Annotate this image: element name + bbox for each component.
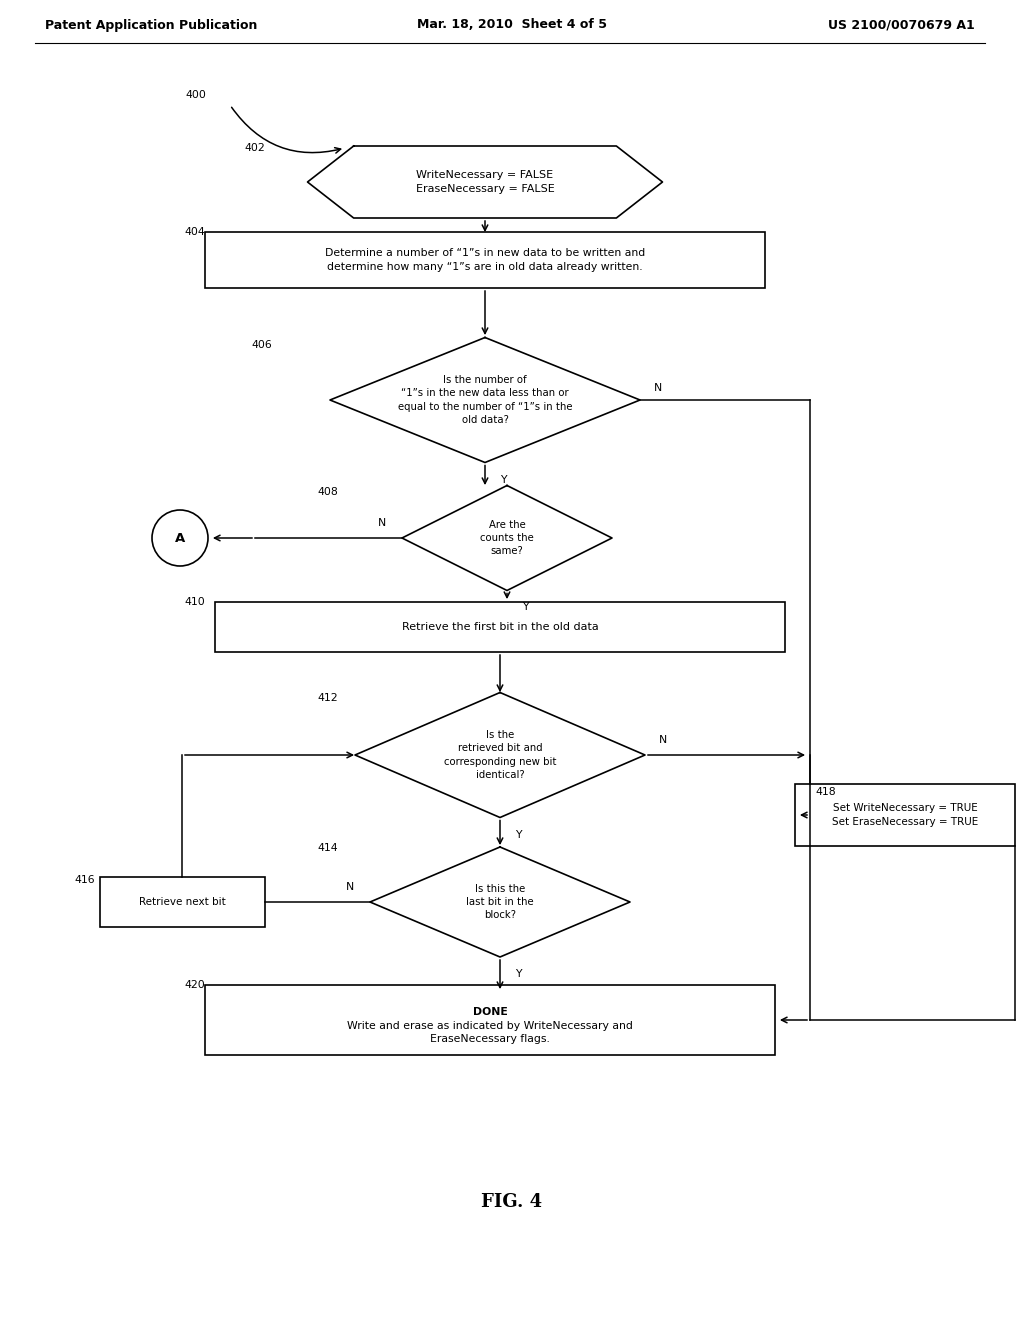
Text: N: N xyxy=(658,735,667,744)
Text: WriteNecessary = FALSE
EraseNecessary = FALSE: WriteNecessary = FALSE EraseNecessary = … xyxy=(416,170,554,194)
Text: DONE: DONE xyxy=(473,1007,507,1016)
Text: Y: Y xyxy=(515,969,521,979)
Text: US 2100/0070679 A1: US 2100/0070679 A1 xyxy=(828,18,975,32)
Bar xyxy=(215,602,785,652)
Text: 412: 412 xyxy=(317,693,338,704)
Bar xyxy=(205,985,775,1055)
Text: Determine a number of “1”s in new data to be written and
determine how many “1”s: Determine a number of “1”s in new data t… xyxy=(325,248,645,272)
Text: 406: 406 xyxy=(251,341,272,350)
Text: A: A xyxy=(175,532,185,544)
Text: 404: 404 xyxy=(184,227,205,238)
Text: 414: 414 xyxy=(317,843,338,853)
Text: 400: 400 xyxy=(185,90,206,100)
Bar xyxy=(795,784,1015,846)
Text: Write and erase as indicated by WriteNecessary and
EraseNecessary flags.: Write and erase as indicated by WriteNec… xyxy=(347,1020,633,1044)
Text: Set WriteNecessary = TRUE
Set EraseNecessary = TRUE: Set WriteNecessary = TRUE Set EraseNeces… xyxy=(831,804,978,826)
Text: N: N xyxy=(346,882,354,892)
Text: 410: 410 xyxy=(184,597,205,607)
Text: Is this the
last bit in the
block?: Is this the last bit in the block? xyxy=(466,884,534,920)
Text: Mar. 18, 2010  Sheet 4 of 5: Mar. 18, 2010 Sheet 4 of 5 xyxy=(417,18,607,32)
Text: Y: Y xyxy=(522,602,528,612)
Bar xyxy=(205,232,765,288)
Text: 420: 420 xyxy=(184,979,205,990)
Text: FIG. 4: FIG. 4 xyxy=(481,1193,543,1210)
Text: N: N xyxy=(378,517,386,528)
Text: Are the
counts the
same?: Are the counts the same? xyxy=(480,520,534,556)
Text: Retrieve the first bit in the old data: Retrieve the first bit in the old data xyxy=(401,622,598,632)
Text: Patent Application Publication: Patent Application Publication xyxy=(45,18,257,32)
Text: Y: Y xyxy=(515,829,521,840)
Text: Is the
retrieved bit and
corresponding new bit
identical?: Is the retrieved bit and corresponding n… xyxy=(443,730,556,780)
Text: Is the number of
“1”s in the new data less than or
equal to the number of “1”s i: Is the number of “1”s in the new data le… xyxy=(397,375,572,425)
Text: 402: 402 xyxy=(245,143,265,153)
Text: 408: 408 xyxy=(317,487,338,498)
Bar xyxy=(99,876,264,927)
Text: 416: 416 xyxy=(75,875,95,884)
Text: N: N xyxy=(654,383,663,393)
Text: Retrieve next bit: Retrieve next bit xyxy=(138,898,225,907)
Text: Y: Y xyxy=(500,474,506,484)
Text: 418: 418 xyxy=(815,787,836,797)
